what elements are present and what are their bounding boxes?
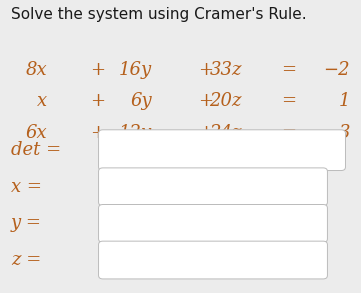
Text: Solve the system using Cramer's Rule.: Solve the system using Cramer's Rule. bbox=[11, 7, 306, 22]
Text: =: = bbox=[281, 92, 296, 110]
Text: +: + bbox=[198, 92, 213, 110]
Text: x: x bbox=[37, 92, 47, 110]
Text: +: + bbox=[198, 124, 213, 142]
Text: −2: −2 bbox=[323, 61, 350, 79]
Text: =: = bbox=[281, 61, 296, 79]
Text: 1: 1 bbox=[339, 92, 350, 110]
Text: +: + bbox=[90, 92, 105, 110]
Text: 6x: 6x bbox=[25, 124, 47, 142]
Text: +: + bbox=[90, 61, 105, 79]
Text: x =: x = bbox=[11, 178, 42, 196]
Text: y =: y = bbox=[11, 214, 42, 232]
Text: 6y: 6y bbox=[130, 92, 152, 110]
Text: 20z: 20z bbox=[209, 92, 242, 110]
Text: 3: 3 bbox=[339, 124, 350, 142]
Text: z =: z = bbox=[11, 251, 41, 269]
Text: det =: det = bbox=[11, 141, 61, 159]
Text: +: + bbox=[90, 124, 105, 142]
FancyBboxPatch shape bbox=[99, 168, 327, 206]
Text: 24z: 24z bbox=[209, 124, 242, 142]
FancyBboxPatch shape bbox=[99, 241, 327, 279]
FancyBboxPatch shape bbox=[99, 205, 327, 242]
Text: =: = bbox=[281, 124, 296, 142]
Text: +: + bbox=[198, 61, 213, 79]
Text: 8x: 8x bbox=[25, 61, 47, 79]
Text: 16y: 16y bbox=[118, 61, 152, 79]
FancyBboxPatch shape bbox=[99, 130, 345, 171]
Text: 33z: 33z bbox=[209, 61, 242, 79]
Text: 12y: 12y bbox=[118, 124, 152, 142]
